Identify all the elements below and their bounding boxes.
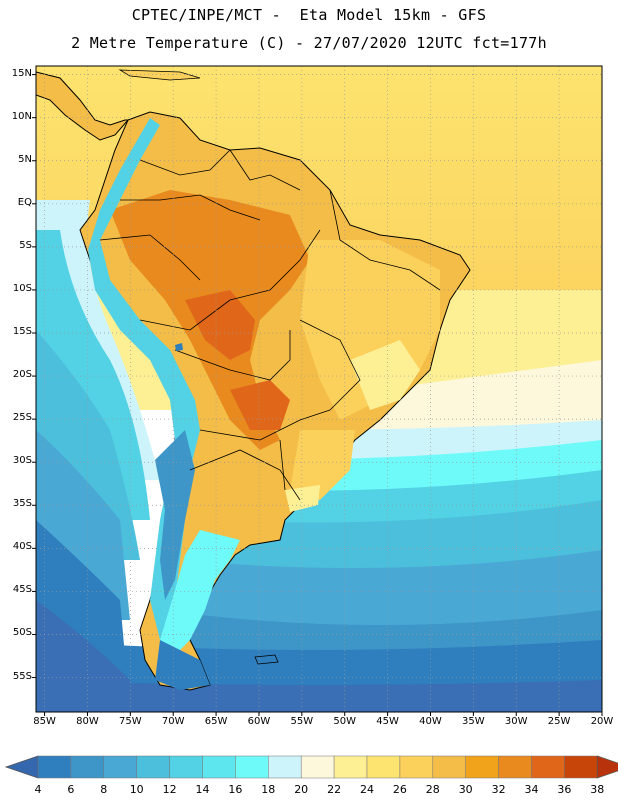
- map-title-line-2: 2 Metre Temperature (C) - 27/07/2020 12U…: [71, 34, 547, 52]
- brazil-highlands-cool: [350, 340, 420, 410]
- lat-label: 5N: [18, 153, 32, 165]
- colorbar-label: 18: [261, 783, 276, 796]
- patagonia-cool: [160, 530, 240, 660]
- lat-label: 10S: [12, 282, 32, 294]
- lat-label: 45S: [12, 584, 32, 596]
- lon-label: 65W: [204, 716, 228, 727]
- lat-label: 10N: [11, 110, 32, 122]
- colorbar-label: 30: [458, 783, 473, 796]
- axis-ticks: [32, 74, 603, 716]
- colorbar-cell: [432, 755, 466, 779]
- lat-label: 55S: [12, 670, 32, 682]
- colorbar-label: 20: [294, 783, 309, 796]
- colorbar-label: 8: [100, 783, 108, 796]
- lat-label: 15N: [11, 67, 32, 79]
- colorbar-label: 32: [491, 783, 506, 796]
- lat-label: 40S: [12, 541, 32, 553]
- lon-label: 75W: [119, 716, 142, 727]
- map-title-line-1: CPTEC/INPE/MCT - Eta Model 15km - GFS: [131, 6, 487, 24]
- colorbar-label: 38: [590, 783, 605, 796]
- colorbar-cell: [300, 755, 335, 779]
- colorbar-cell: [564, 755, 598, 779]
- paraguay-hot-region: [230, 380, 290, 430]
- lon-label: 30W: [504, 716, 528, 727]
- uruguay-cool: [285, 485, 320, 512]
- lon-label: 40W: [419, 716, 442, 727]
- colorbar-cell: [37, 755, 72, 779]
- lon-label: 35W: [462, 716, 485, 727]
- colorbar-label: 36: [557, 783, 572, 796]
- lat-label: 20S: [12, 369, 32, 381]
- lon-label: 80W: [76, 716, 99, 727]
- colorbar-cell: [136, 755, 170, 779]
- lon-label: 85W: [33, 716, 56, 727]
- colorbar-label: 14: [195, 783, 210, 796]
- colorbar-upper-arrow: [596, 755, 618, 779]
- caribbean-islands: [118, 69, 201, 81]
- colorbar-cell: [333, 755, 368, 779]
- colorbar-cell: [103, 755, 137, 779]
- colorbar-label: 16: [228, 783, 243, 796]
- lon-label: 55W: [290, 716, 314, 727]
- colorbar-cell: [202, 755, 236, 779]
- lat-label: 15S: [12, 326, 32, 337]
- colorbar-label: 24: [360, 783, 374, 796]
- lat-label: 50S: [12, 627, 32, 639]
- lat-label: 5S: [19, 239, 32, 251]
- lon-label: 50W: [333, 716, 357, 727]
- colorbar-label: 28: [425, 783, 440, 796]
- colorbar-label: 10: [129, 783, 144, 796]
- temperature-colorbar: [4, 755, 618, 779]
- colorbar-label: 12: [162, 783, 177, 796]
- lon-label: 25W: [547, 716, 571, 727]
- colorbar-cell: [268, 755, 302, 779]
- lon-label: 20W: [590, 716, 614, 727]
- map-frame-border: [35, 65, 603, 713]
- colorbar-label: 22: [327, 783, 342, 796]
- colorbar-label: 34: [524, 783, 539, 796]
- colorbar-label: 6: [67, 783, 75, 796]
- colorbar-lower-arrow: [4, 755, 39, 779]
- chaco-hot-region: [185, 290, 255, 360]
- colorbar-cell: [465, 755, 499, 779]
- colorbar-cell: [70, 755, 105, 779]
- colorbar-cell: [235, 755, 269, 779]
- lat-label: 30S: [12, 455, 32, 467]
- colorbar-label: 4: [34, 783, 42, 796]
- colorbar-cell: [169, 755, 203, 779]
- southern-brazil-cool: [290, 430, 355, 500]
- country-borders: [99, 149, 441, 501]
- titicaca-lake: [175, 343, 183, 351]
- colorbar-cell: [531, 755, 565, 779]
- central-america-land: [36, 71, 130, 141]
- colorbar-cell: [399, 755, 434, 779]
- falkland-islands: [254, 654, 279, 665]
- pacific-band-4: [36, 600, 130, 712]
- temperature-map: [32, 65, 603, 716]
- lat-label: 35S: [12, 498, 32, 510]
- colorbar-label: 26: [392, 783, 407, 796]
- lon-label: 60W: [247, 716, 271, 727]
- lon-label: 70W: [161, 716, 185, 727]
- colorbar-cell: [498, 755, 532, 779]
- lat-label: 25S: [12, 412, 32, 424]
- lat-label: EQ: [17, 196, 32, 208]
- andes-very-cold: [155, 430, 195, 600]
- lon-label: 45W: [376, 716, 399, 727]
- colorbar-cell: [366, 755, 401, 779]
